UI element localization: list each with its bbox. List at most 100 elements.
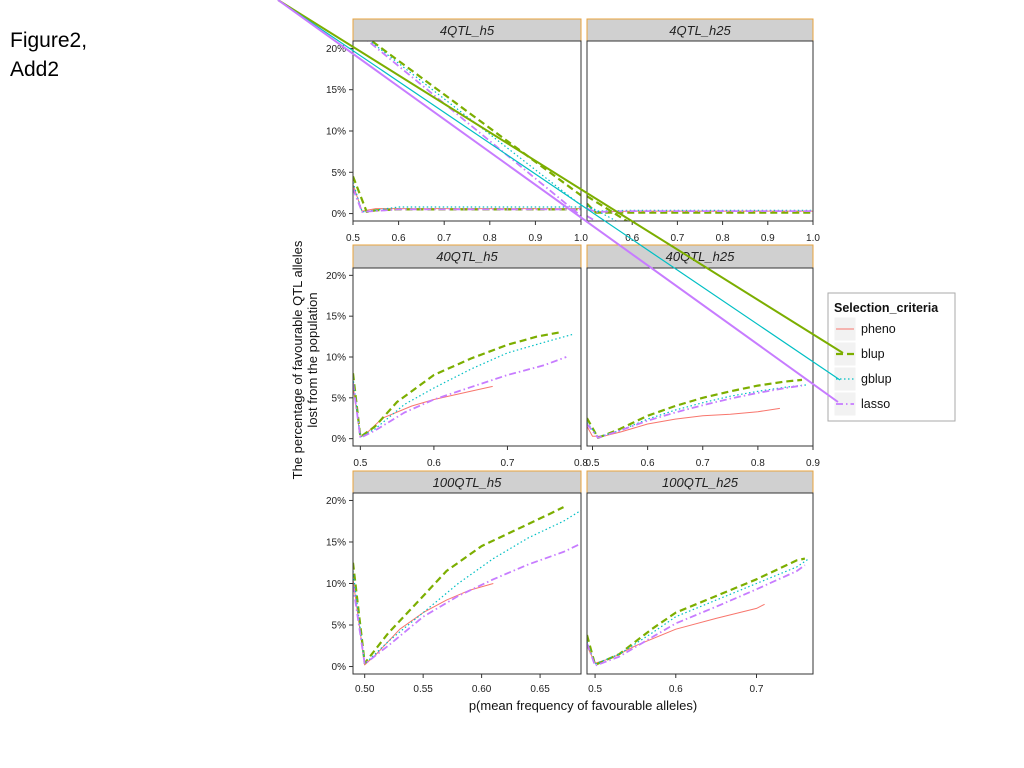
slide-title-line1: Figure2,	[10, 29, 88, 52]
x-tick-label: 0.6	[625, 233, 639, 244]
overlay-line-lasso	[277, 0, 839, 403]
x-tick-label: 0.5	[586, 458, 600, 469]
x-tick-label: 0.60	[472, 684, 492, 695]
x-tick-label: 0.6	[669, 684, 683, 695]
series-group	[353, 506, 581, 666]
slide-title-line2: Add2	[10, 58, 60, 81]
series-line-blup	[369, 41, 581, 197]
legend-key-bg	[833, 391, 857, 417]
panel-frame	[352, 492, 582, 675]
x-tick-label: 0.5	[346, 233, 360, 244]
y-tick-label: 0%	[332, 209, 347, 220]
y-tick-label: 5%	[332, 621, 347, 632]
panel-title: 4QTL_h5	[440, 23, 495, 38]
y-tick-label: 10%	[326, 127, 346, 138]
legend-label-pheno: pheno	[861, 322, 896, 336]
y-tick-label: 5%	[332, 168, 347, 179]
series-line-lasso	[587, 564, 806, 667]
series-line-lasso	[587, 215, 598, 221]
series-line-gblup	[353, 509, 581, 665]
panel-frame	[586, 267, 814, 447]
legend-label-gblup: gblup	[861, 372, 892, 386]
overlay-line-blup	[277, 0, 844, 354]
x-tick-label: 0.6	[427, 458, 441, 469]
y-tick-label: 10%	[326, 579, 346, 590]
legend-label-blup: blup	[861, 347, 885, 361]
x-tick-label: 0.8	[483, 233, 497, 244]
x-tick-label: 0.5	[353, 458, 367, 469]
y-tick-label: 20%	[326, 44, 346, 55]
overlay-lines	[277, 0, 844, 403]
series-line-blup	[353, 506, 564, 665]
series-line-blup	[353, 331, 560, 439]
y-tick-label: 15%	[326, 537, 346, 548]
x-tick-label: 0.5	[588, 684, 602, 695]
panel-frame	[352, 267, 582, 447]
x-tick-label: 0.6	[392, 233, 406, 244]
y-tick-label: 10%	[326, 353, 346, 364]
x-tick-label: 0.7	[437, 233, 451, 244]
y-tick-label: 0%	[332, 662, 347, 673]
x-tick-label: 0.7	[750, 684, 764, 695]
series-line-blup	[587, 557, 806, 666]
series-group	[587, 195, 813, 221]
series-line-lasso	[366, 41, 581, 217]
series-line-pheno	[587, 603, 765, 664]
y-axis-label-line2: lost from the population	[305, 292, 320, 427]
panel-40qtl-h5: 40QTL_h5 0% 5% 10% 15% 20% 0.5 0.6 0.7 0.8	[326, 244, 588, 469]
panel-100qtl-h25: 100QTL_h25 0.5 0.6 0.7	[586, 470, 814, 695]
series-line-lasso	[587, 207, 813, 213]
series-line-gblup	[353, 182, 581, 213]
x-tick-label: 0.9	[528, 233, 542, 244]
x-tick-label: 0.8	[716, 233, 730, 244]
x-tick-label: 0.55	[413, 684, 433, 695]
panel-frame	[352, 40, 582, 222]
panel-4qtl-h25: 4QTL_h25 0.6 0.7 0.8 0.9 1.0	[586, 18, 820, 244]
legend-key-bg	[833, 341, 857, 367]
series-group	[587, 557, 810, 667]
series-line-gblup	[368, 41, 581, 206]
series-line-pheno	[587, 407, 780, 437]
y-axis-label: The percentage of favourable QTL alleles…	[290, 240, 320, 479]
panel-title: 40QTL_h5	[436, 249, 498, 264]
y-tick-label: 15%	[326, 85, 346, 96]
series-line-gblup	[587, 558, 810, 665]
panel-title: 100QTL_h5	[433, 475, 502, 490]
panel-title: 100QTL_h25	[662, 475, 739, 490]
x-tick-label: 0.9	[806, 458, 820, 469]
x-tick-label: 0.7	[500, 458, 514, 469]
x-tick-label: 0.7	[696, 458, 710, 469]
series-line-lasso	[353, 542, 581, 665]
legend-title: Selection_criteria	[834, 301, 939, 315]
y-tick-label: 5%	[332, 393, 347, 404]
slide-title: Figure2, Add2	[10, 26, 87, 84]
x-tick-label: 0.50	[355, 684, 375, 695]
panel-frame	[586, 492, 814, 675]
panel-4qtl-h5: 4QTL_h5 0% 5% 10% 15% 20% 0.5 0.6 0.7 0.8 0.9 1.0	[326, 18, 588, 244]
x-tick-label: 0.6	[641, 458, 655, 469]
panel-40qtl-h25: 40QTL_h25 0.5 0.6 0.7 0.8 0.9	[586, 244, 820, 469]
x-axis-label: p(mean frequency of favourable alleles)	[469, 698, 697, 713]
x-tick-label: 1.0	[806, 233, 820, 244]
x-tick-label: 0.65	[530, 684, 550, 695]
y-axis-label-line1: The percentage of favourable QTL alleles	[290, 240, 305, 479]
y-tick-label: 15%	[326, 312, 346, 323]
panel-100qtl-h5: 100QTL_h5 0% 5% 10% 15% 20% 0.50 0.55 0.60 0.65	[326, 470, 582, 695]
series-line-lasso	[587, 384, 803, 439]
series-line-lasso	[353, 356, 567, 439]
x-tick-label: 0.8	[751, 458, 765, 469]
series-line-pheno	[353, 385, 493, 438]
legend-label-lasso: lasso	[861, 397, 890, 411]
overlay-line-gblup	[277, 0, 841, 381]
panel-title: 40QTL_h25	[666, 249, 735, 264]
series-group	[353, 41, 581, 217]
x-tick-label: 0.7	[670, 233, 684, 244]
x-tick-label: 1.0	[574, 233, 588, 244]
y-tick-label: 20%	[326, 271, 346, 282]
series-line-blup	[587, 195, 629, 221]
y-tick-label: 20%	[326, 496, 346, 507]
panel-frame	[586, 40, 814, 222]
panel-title: 4QTL_h25	[669, 23, 731, 38]
